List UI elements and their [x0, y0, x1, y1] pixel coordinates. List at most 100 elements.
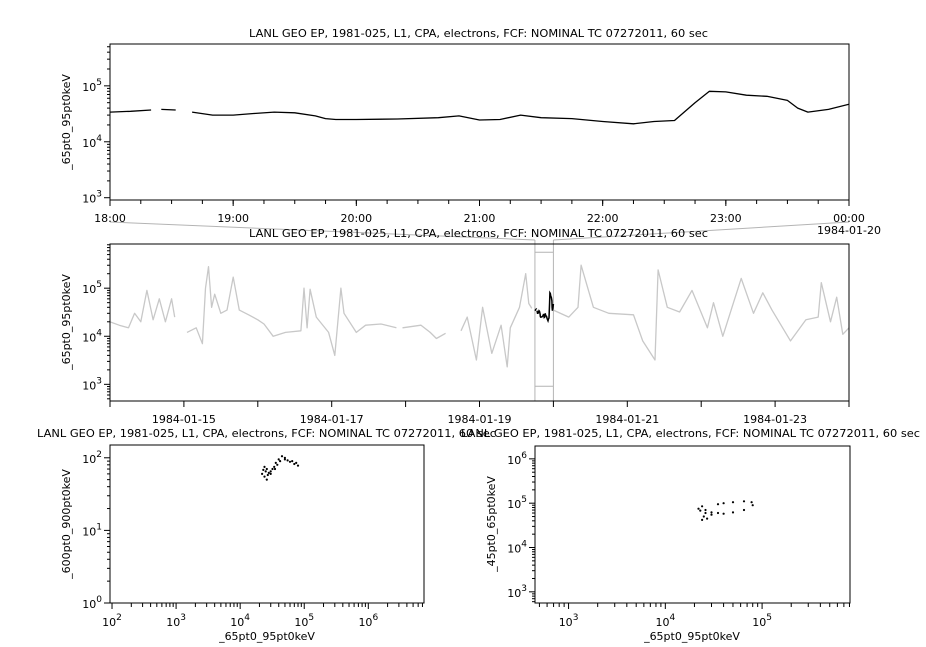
- data-point: [704, 508, 707, 512]
- data-point: [264, 470, 267, 473]
- data-line-segment: [402, 324, 446, 340]
- top-data: [110, 90, 849, 125]
- data-point: [261, 472, 264, 475]
- data-point: [291, 460, 294, 463]
- data-point: [716, 511, 720, 515]
- data-point: [271, 467, 274, 471]
- data-point: [265, 478, 268, 481]
- y-tick-label: 104: [82, 134, 102, 150]
- x-tick-label: 104: [230, 613, 250, 629]
- x-tick-label: 22:00: [587, 212, 619, 225]
- top-plot: 103 104 105 18:00 19:00 20:00 21:00 22:00 23:00 0…: [82, 43, 881, 237]
- data-point: [701, 505, 704, 508]
- y-tick-label: 106: [507, 451, 527, 467]
- bottom-left-frame: [109, 444, 425, 604]
- x-tick-label: 102: [102, 613, 122, 629]
- y-tick-label: 100: [82, 595, 102, 611]
- data-point: [697, 507, 700, 510]
- top-plot-ylabel: _65pt0_95pt0keV: [60, 74, 73, 171]
- x-tick-label: 1984-01-17: [300, 413, 364, 426]
- data-point: [731, 511, 735, 514]
- data-line-segment: [460, 273, 533, 368]
- data-point: [699, 509, 702, 512]
- x-tick-label: 20:00: [340, 212, 372, 225]
- highlight-data-line: [534, 308, 537, 312]
- x-tick-label: 21:00: [464, 212, 496, 225]
- x-tick-label: 106: [358, 613, 378, 629]
- data-point: [262, 468, 265, 471]
- data-point: [263, 465, 266, 468]
- y-tick-label: 105: [82, 78, 102, 94]
- data-point: [273, 467, 277, 471]
- data-point: [704, 511, 707, 515]
- data-point: [263, 475, 266, 478]
- x-tick-label: 103: [559, 613, 579, 629]
- bottom-left-plot-title: LANL GEO EP, 1981-025, L1, CPA, electron…: [37, 428, 496, 440]
- bottom-left-plot: 100 101 102 102 103 104 105 106: [82, 444, 425, 629]
- data-point: [283, 458, 286, 461]
- data-point: [286, 459, 289, 462]
- y-tick-label: 104: [507, 540, 527, 556]
- bottom-right-frame: [534, 445, 851, 604]
- x-tick-label: 18:00: [94, 212, 126, 225]
- middle-plot-title: LANL GEO EP, 1981-025, L1, CPA, electron…: [249, 228, 708, 240]
- data-point: [277, 458, 280, 461]
- middle-frame: [109, 243, 850, 402]
- highlight-data-line: [536, 290, 555, 324]
- bottom-left-data: [261, 455, 300, 481]
- data-point: [702, 515, 705, 518]
- data-point: [274, 461, 277, 464]
- data-line-segment: [192, 90, 849, 125]
- data-point: [273, 465, 276, 468]
- y-tick-label: 105: [82, 280, 102, 296]
- x-tick-label: 23:00: [710, 212, 742, 225]
- middle-plot-ylabel: _65pt0_95pt0keV: [60, 274, 73, 371]
- top-plot-title: LANL GEO EP, 1981-025, L1, CPA, electron…: [249, 28, 708, 40]
- y-tick-label: 103: [507, 584, 527, 600]
- x-tick-label: 104: [655, 613, 675, 629]
- x-tick-label: 00:00: [833, 212, 865, 225]
- top-frame: [109, 43, 850, 201]
- bottom-left-plot-ylabel: _600pt0_900pt0keV: [60, 469, 73, 580]
- x-tick-label: 103: [166, 613, 186, 629]
- x-tick-label: 1984-01-23: [743, 413, 807, 426]
- data-point: [269, 470, 272, 473]
- y-tick-label: 104: [82, 328, 102, 344]
- data-point: [742, 508, 746, 512]
- data-point: [751, 504, 754, 507]
- highlight-region: [534, 251, 555, 387]
- data-point: [269, 472, 272, 475]
- bottom-right-plot-xlabel: _65pt0_95pt0keV: [643, 630, 740, 643]
- middle-data: [110, 264, 849, 368]
- data-point: [283, 456, 286, 459]
- data-point: [706, 517, 709, 520]
- data-point: [265, 467, 268, 471]
- data-line-segment: [553, 264, 849, 361]
- data-point: [701, 518, 704, 522]
- y-tick-label: 102: [82, 450, 102, 466]
- data-point: [716, 503, 720, 506]
- y-tick-label: 103: [82, 190, 102, 206]
- data-point: [296, 464, 300, 467]
- x-tick-label: 105: [752, 613, 772, 629]
- data-point: [722, 502, 725, 505]
- data-point: [279, 460, 282, 463]
- y-tick-label: 103: [82, 376, 102, 392]
- data-line-segment: [161, 108, 176, 111]
- zoom-connector-lines: [109, 221, 850, 401]
- bottom-right-plot-ylabel: _45pt0_65pt0keV: [485, 476, 498, 573]
- data-point: [295, 461, 298, 464]
- data-point: [722, 512, 725, 515]
- data-point: [266, 473, 269, 477]
- data-point: [742, 500, 746, 503]
- data-point: [267, 471, 270, 474]
- y-tick-label: 105: [507, 495, 527, 511]
- data-point: [276, 463, 279, 466]
- connector-right: [553, 221, 850, 241]
- data-line-segment: [110, 109, 152, 113]
- bottom-right-data: [697, 500, 754, 522]
- data-point: [293, 462, 296, 466]
- data-point: [731, 501, 735, 504]
- data-point: [288, 460, 292, 463]
